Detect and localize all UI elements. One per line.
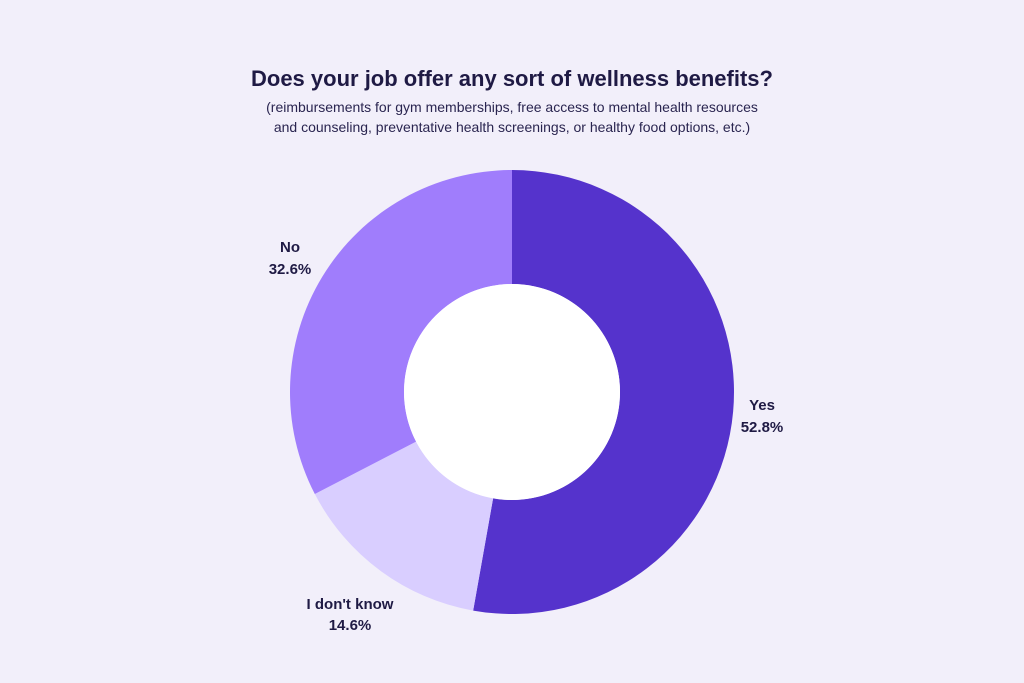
- slice-label-no-value: 32.6%: [269, 261, 312, 278]
- donut-hole: [404, 284, 620, 500]
- slice-labels: Yes 52.8% I don't know 14.6% No 32.6%: [269, 239, 784, 634]
- chart-subtitle: (reimbursements for gym memberships, fre…: [212, 97, 812, 137]
- slice-label-no-name: No: [280, 239, 300, 256]
- chart-subtitle-line-1: (reimbursements for gym memberships, fre…: [266, 99, 758, 115]
- slice-label-dont-know-value: 14.6%: [329, 617, 372, 634]
- donut-slices: [290, 170, 734, 614]
- slice-label-dont-know-name: I don't know: [307, 596, 394, 613]
- chart-title: Does your job offer any sort of wellness…: [251, 66, 773, 91]
- donut-slice-i-don-t-know: [314, 441, 494, 611]
- chart-subtitle-line-2: and counseling, preventative health scre…: [273, 119, 751, 135]
- slice-label-yes-name: Yes: [749, 397, 775, 414]
- donut-slice-yes: [473, 170, 734, 614]
- slice-label-yes-value: 52.8%: [741, 419, 784, 436]
- donut-slice-no: [290, 170, 512, 495]
